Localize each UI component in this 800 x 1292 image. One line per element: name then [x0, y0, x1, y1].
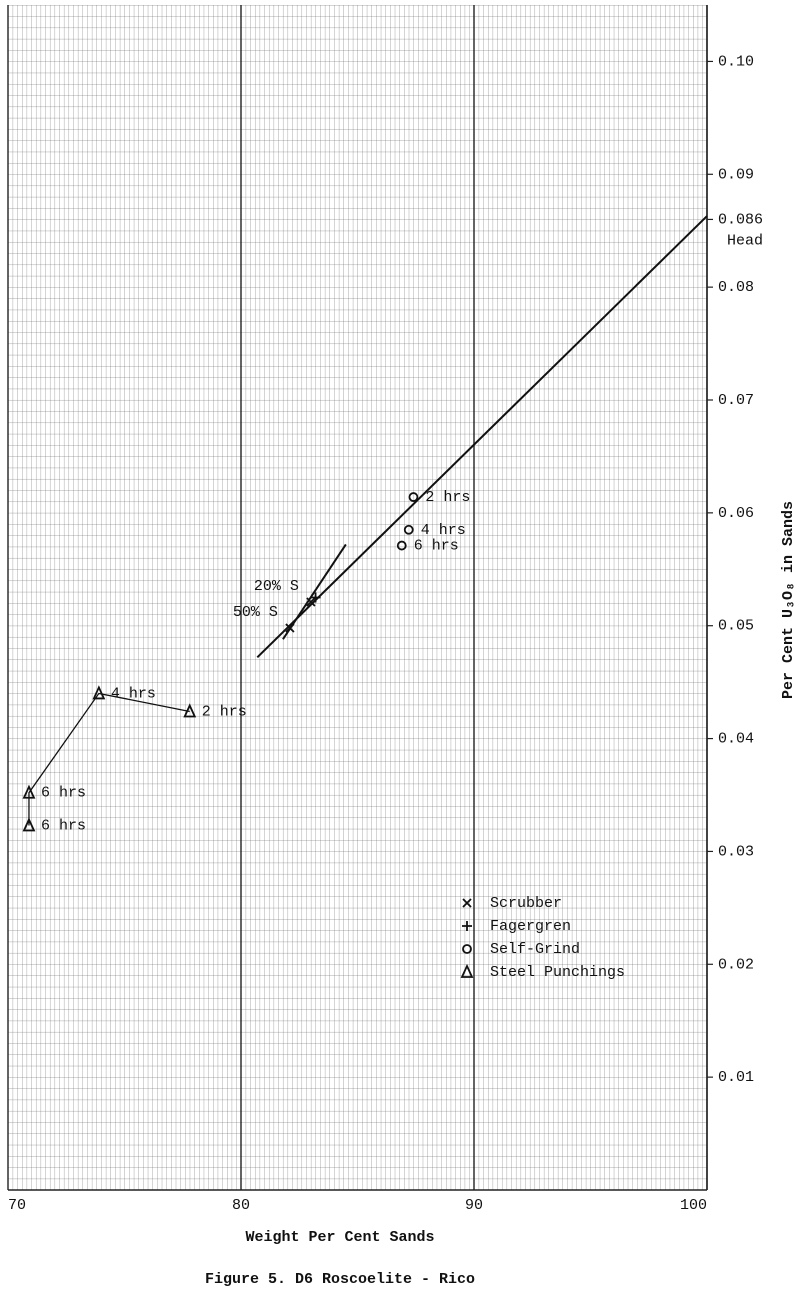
- legend-label: Steel Punchings: [490, 964, 625, 981]
- marker-circle: [403, 524, 414, 535]
- head-label: Head: [727, 232, 763, 249]
- marker-plus: [310, 592, 321, 603]
- point-label: 4 hrs: [111, 685, 156, 702]
- marker-triangle: [22, 817, 36, 832]
- y-axis-label: Per Cent U₃O₈ in Sands: [780, 501, 797, 699]
- marker-triangle: [22, 784, 36, 799]
- trend-line: [282, 543, 347, 640]
- marker-circle: [408, 492, 419, 502]
- legend-marker: [462, 898, 472, 908]
- series-line: [28, 692, 190, 826]
- point-label: 2 hrs: [202, 703, 247, 720]
- marker-triangle: [92, 685, 106, 700]
- trend-line: [256, 215, 708, 659]
- y-tick-label: 0.03: [718, 843, 754, 860]
- point-label: 20% S: [254, 578, 299, 595]
- y-tick-label: 0.09: [718, 166, 754, 183]
- point-label: 4 hrs: [421, 522, 466, 539]
- legend-marker: [462, 921, 472, 931]
- point-label: 50% S: [233, 604, 278, 621]
- legend-label: Self-Grind: [490, 941, 580, 958]
- legend-label: Scrubber: [490, 895, 562, 912]
- y-tick-label: 0.08: [718, 279, 754, 296]
- marker-x: [306, 597, 316, 607]
- y-tick-label: 0.01: [718, 1069, 754, 1086]
- legend-label: Fagergren: [490, 918, 571, 935]
- y-tick-label: 0.04: [718, 731, 754, 748]
- point-label: 6 hrs: [41, 785, 86, 802]
- x-tick-label: 90: [465, 1197, 483, 1214]
- x-axis-label: Weight Per Cent Sands: [245, 1229, 434, 1246]
- y-tick-label: 0.05: [718, 618, 754, 635]
- marker-circle: [396, 540, 407, 551]
- caption: Figure 5. D6 Roscoelite - Rico: [205, 1271, 475, 1288]
- point-label: 2 hrs: [425, 489, 470, 506]
- y-tick-label: 0.06: [718, 505, 754, 522]
- point-label: 6 hrs: [414, 538, 459, 555]
- y-tick-label: 0.10: [718, 53, 754, 70]
- x-tick-label: 70: [8, 1197, 26, 1214]
- legend-marker: [460, 963, 474, 978]
- x-tick-label: 100: [680, 1197, 707, 1214]
- x-tick-label: 80: [232, 1197, 250, 1214]
- y-tick-label: 0.07: [718, 392, 754, 409]
- graph-paper: [8, 5, 707, 1190]
- marker-x: [285, 623, 295, 633]
- y-tick-label: 0.02: [718, 956, 754, 973]
- marker-triangle: [183, 703, 197, 718]
- point-label: 6 hrs: [41, 817, 86, 834]
- y-tick-label: 0.086: [718, 211, 763, 228]
- legend-marker: [462, 944, 472, 954]
